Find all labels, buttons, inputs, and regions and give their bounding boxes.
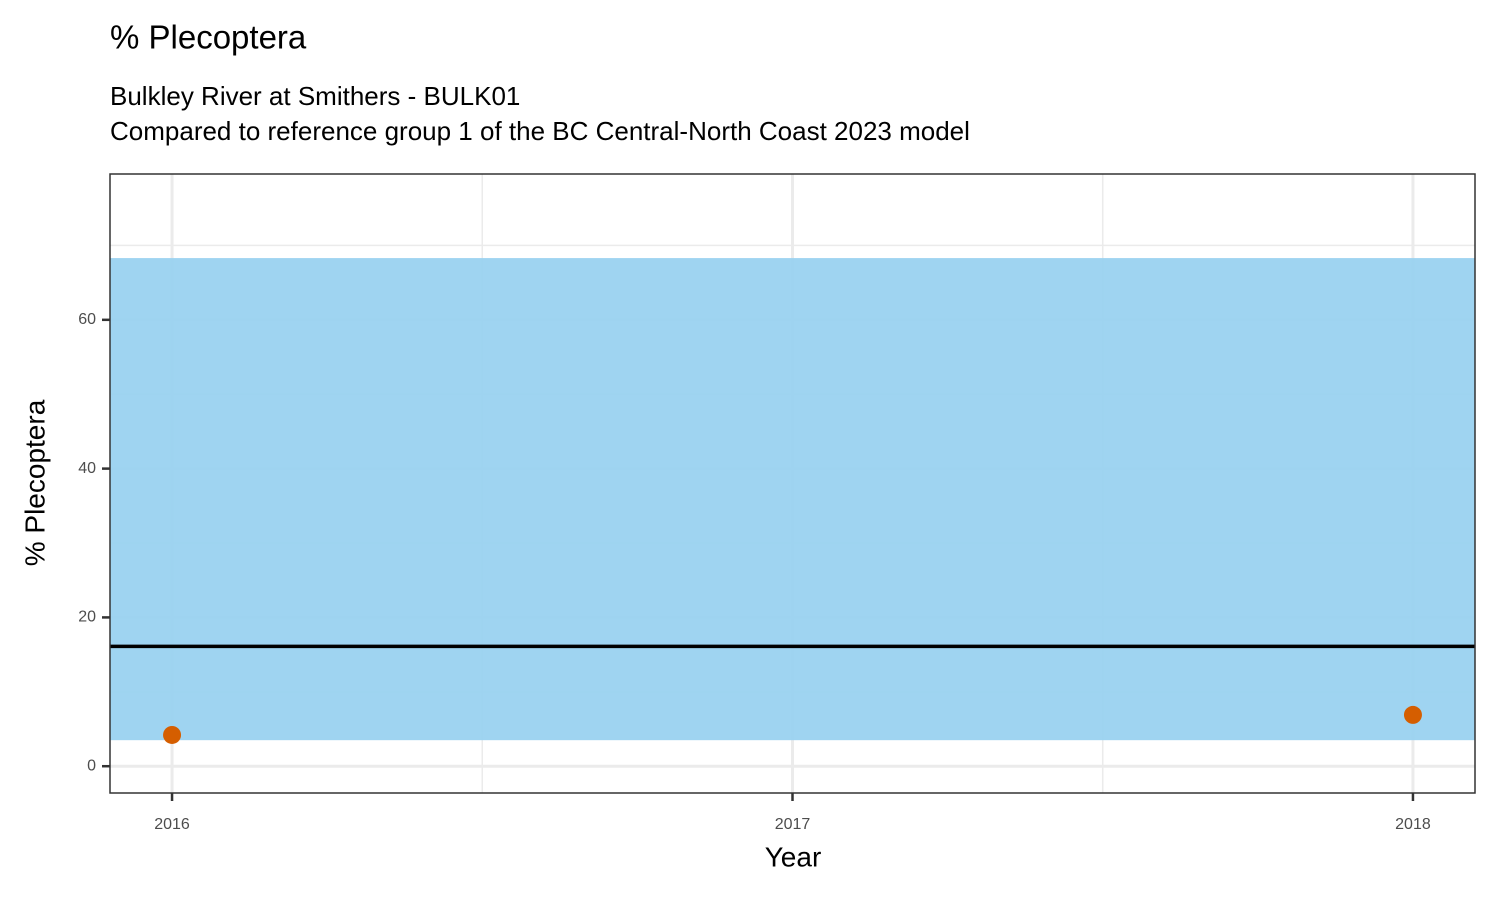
chart-subtitle: Compared to reference group 1 of the BC …: [110, 116, 970, 146]
y-tick-label: 60: [78, 311, 96, 328]
y-tick-label: 0: [87, 757, 96, 774]
x-tick-label: 2016: [154, 816, 190, 833]
point: [1403, 705, 1422, 724]
y-axis-label: % Plecoptera: [19, 399, 50, 566]
x-axis-label: Year: [765, 841, 822, 872]
point: [163, 725, 182, 744]
chart-subtitle: Bulkley River at Smithers - BULK01: [110, 81, 520, 111]
x-tick-label: 2018: [1395, 816, 1431, 833]
x-tick-label: 2017: [775, 816, 811, 833]
y-tick-label: 20: [78, 609, 96, 626]
chart-title: % Plecoptera: [110, 19, 307, 56]
y-tick-label: 40: [78, 460, 96, 477]
reference-range: [110, 258, 1475, 741]
